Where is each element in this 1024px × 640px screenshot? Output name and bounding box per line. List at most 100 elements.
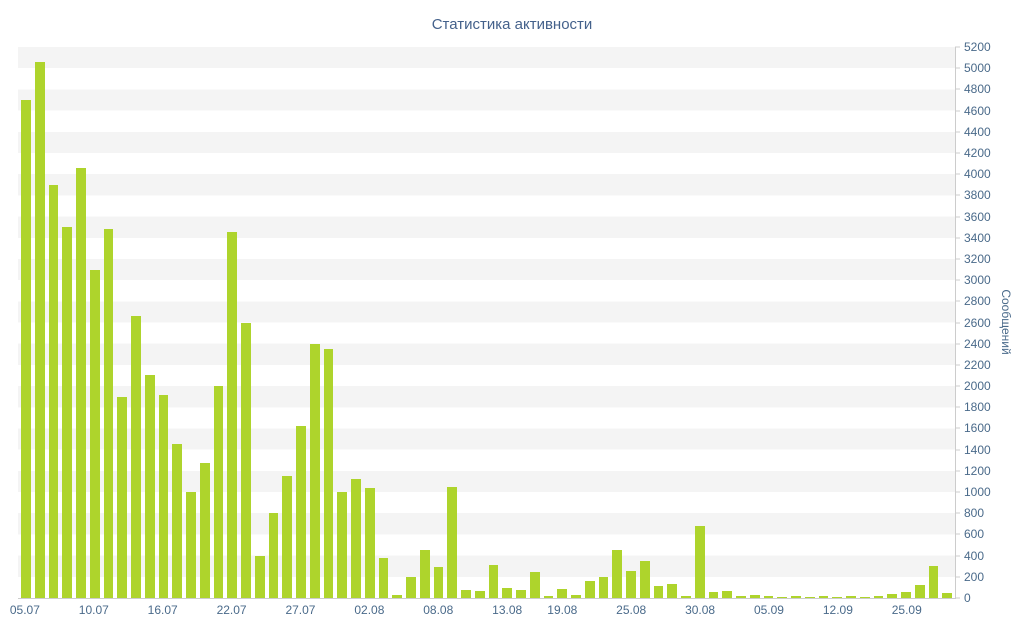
y-axis-tick [955, 258, 960, 260]
bar[interactable] [598, 576, 609, 598]
bar[interactable] [296, 426, 306, 598]
bar[interactable] [488, 565, 499, 598]
bar[interactable] [268, 513, 279, 598]
x-axis-label: 10.07 [78, 603, 109, 617]
y-axis-tick [955, 470, 960, 472]
y-axis-tick-label: 1800 [964, 400, 991, 415]
bar[interactable] [887, 594, 897, 598]
bar[interactable] [131, 316, 141, 598]
y-axis: 0 200 400 600 800 1000 1200 1400 1600 1800 2000 220… [955, 40, 1015, 605]
bar[interactable] [76, 167, 86, 598]
y-axis-tick-label: 3600 [964, 209, 991, 224]
bars-container [18, 47, 955, 598]
y-axis-tick [955, 131, 960, 133]
bar[interactable] [777, 596, 787, 598]
bar[interactable] [62, 227, 72, 598]
bar[interactable] [818, 595, 829, 598]
bar[interactable] [681, 595, 691, 598]
bar[interactable] [364, 487, 375, 598]
bar[interactable] [309, 343, 320, 598]
y-axis-tick-label: 0 [964, 591, 971, 605]
y-axis-tick-label: 3200 [964, 251, 991, 266]
bar[interactable] [626, 570, 636, 598]
bar[interactable] [763, 596, 774, 598]
bar[interactable] [34, 61, 45, 598]
bar[interactable] [144, 375, 155, 598]
bar[interactable] [529, 571, 540, 598]
bar[interactable] [227, 232, 237, 598]
bar[interactable] [282, 476, 292, 598]
bar[interactable] [461, 590, 471, 598]
bar[interactable] [736, 595, 746, 598]
bar[interactable] [48, 184, 59, 598]
y-axis-tick [955, 343, 960, 345]
bar[interactable] [337, 492, 347, 598]
bar[interactable] [749, 594, 760, 598]
bar[interactable] [832, 596, 842, 598]
bar[interactable] [804, 596, 815, 598]
y-axis-tick-label: 1400 [964, 442, 991, 457]
bar[interactable] [433, 567, 444, 598]
y-axis-tick-label: 2000 [964, 379, 991, 394]
bar[interactable] [351, 479, 361, 598]
bar[interactable] [639, 560, 650, 598]
bar[interactable] [571, 594, 581, 598]
bar[interactable] [474, 590, 485, 598]
bar[interactable] [241, 322, 251, 598]
bar[interactable] [158, 394, 169, 598]
bar[interactable] [557, 589, 567, 598]
bar[interactable] [584, 581, 595, 598]
x-axis-label: 05.07 [9, 603, 40, 617]
bar[interactable] [653, 586, 664, 598]
bar[interactable] [186, 492, 196, 598]
bar[interactable] [254, 555, 265, 598]
y-axis-tick [955, 300, 960, 302]
y-axis-tick-label: 4600 [964, 103, 991, 118]
bar[interactable] [172, 444, 182, 598]
bar[interactable] [942, 592, 952, 598]
bar[interactable] [117, 396, 127, 598]
y-axis-tick-label: 800 [964, 506, 985, 521]
x-axis-label: 22.07 [216, 603, 247, 617]
y-axis-tick [955, 555, 960, 557]
bar[interactable] [667, 584, 677, 598]
x-axis-label: 19.08 [547, 603, 578, 617]
bar[interactable] [694, 525, 705, 598]
bar[interactable] [612, 550, 622, 598]
bar[interactable] [928, 566, 939, 598]
y-axis-tick-label: 3800 [964, 188, 991, 203]
bar[interactable] [901, 591, 911, 598]
bar[interactable] [543, 595, 554, 598]
y-axis-tick-label: 4000 [964, 167, 991, 182]
bar[interactable] [89, 269, 100, 598]
bar[interactable] [103, 229, 114, 598]
bar[interactable] [406, 576, 416, 598]
x-axis-label: 25.09 [891, 603, 922, 617]
bar[interactable] [873, 595, 884, 598]
bar[interactable] [791, 596, 801, 598]
bar[interactable] [722, 591, 732, 598]
bar[interactable] [516, 590, 526, 598]
bar[interactable] [378, 557, 389, 598]
bar[interactable] [846, 596, 856, 598]
bar[interactable] [914, 584, 925, 598]
bar[interactable] [502, 587, 512, 598]
bar[interactable] [21, 99, 31, 598]
bar[interactable] [419, 550, 430, 598]
bar[interactable] [323, 349, 334, 598]
bar[interactable] [708, 592, 719, 598]
y-axis-tick [955, 576, 960, 578]
y-axis-tick [955, 173, 960, 175]
bar[interactable] [392, 594, 402, 598]
bar[interactable] [199, 463, 210, 598]
bar[interactable] [447, 486, 457, 598]
bar[interactable] [213, 386, 224, 598]
y-axis-tick [955, 110, 960, 112]
y-axis-tick-label: 1600 [964, 421, 991, 436]
y-axis-tick-label: 1000 [964, 485, 991, 500]
x-axis-labels: 05.07 10.07 16.07 22.07 27.07 02.08 08.08 13.08… [10, 598, 955, 618]
bar[interactable] [859, 596, 870, 598]
y-axis-title: Сообщений [999, 289, 1013, 355]
y-axis-tick [955, 152, 960, 154]
